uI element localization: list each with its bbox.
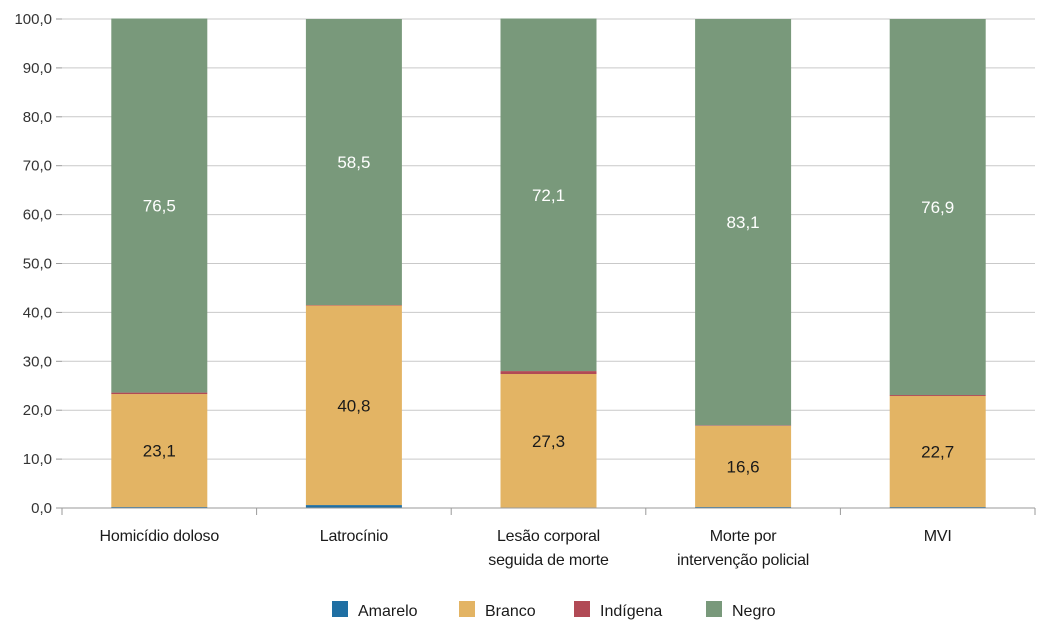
- x-category-label: Latrocínio: [320, 528, 389, 545]
- data-label: 40,8: [337, 396, 370, 415]
- bar-segment: [889, 19, 986, 396]
- y-tick-label: 70,0: [23, 158, 52, 175]
- bar-segment: [500, 374, 597, 508]
- bar-stack: 40,8 58,5: [305, 19, 402, 508]
- x-category-label: Lesão corporal: [497, 528, 600, 545]
- x-axis: Homicídio doloso Latrocínio Lesão corporal…: [61, 507, 1036, 569]
- legend: Amarelo Branco Indígena Negro: [332, 601, 776, 620]
- legend-item: Indígena: [574, 601, 662, 620]
- data-label: 83,1: [727, 213, 760, 232]
- x-category-label: intervenção policial: [677, 552, 809, 569]
- bar-segment: [111, 394, 208, 508]
- y-tick-label: 50,0: [23, 256, 52, 273]
- bar-stack: 16,6 83,1: [695, 19, 792, 508]
- bar-segment: [500, 18, 597, 372]
- y-tick-marks: [56, 18, 62, 509]
- y-tick-label: 100,0: [14, 11, 52, 28]
- data-label: 76,9: [921, 198, 954, 217]
- bars: 23,1 76,5 40,8 58,5 27,3 72,1 16,6 83,1 22,7 76,9: [111, 18, 986, 508]
- bar-segment: [305, 305, 402, 506]
- data-label: 72,1: [532, 186, 565, 205]
- bar-stack: 27,3 72,1: [500, 18, 597, 508]
- data-label: 23,1: [143, 442, 176, 461]
- y-tick-label: 90,0: [23, 60, 52, 77]
- legend-swatch: [459, 601, 475, 617]
- x-category-label: Homicídio doloso: [100, 528, 220, 545]
- bar-segment: [305, 505, 402, 508]
- bar-stack: 23,1 76,5: [111, 18, 208, 508]
- bar-segment: [111, 392, 208, 395]
- bar-segment: [111, 18, 208, 393]
- y-axis-ticks: 0,0 10,0 20,0 30,0 40,0 50,0 60,0 70,0 80,0 90,0 1…: [14, 11, 52, 517]
- legend-swatch: [706, 601, 722, 617]
- legend-swatch: [332, 601, 348, 617]
- data-label: 76,5: [143, 197, 176, 216]
- legend-label: Indígena: [600, 603, 662, 620]
- y-tick-label: 40,0: [23, 304, 52, 321]
- bar-segment: [305, 19, 402, 306]
- legend-item: Amarelo: [332, 601, 418, 620]
- y-tick-label: 80,0: [23, 109, 52, 126]
- y-tick-label: 0,0: [31, 500, 52, 517]
- legend-label: Amarelo: [358, 603, 418, 620]
- legend-item: Negro: [706, 601, 776, 620]
- x-category-label: seguida de morte: [488, 552, 609, 569]
- bar-segment: [889, 396, 986, 508]
- data-label: 16,6: [727, 457, 760, 476]
- data-label: 22,7: [921, 443, 954, 462]
- y-tick-label: 30,0: [23, 353, 52, 370]
- data-label: 58,5: [337, 153, 370, 172]
- y-tick-label: 10,0: [23, 451, 52, 468]
- bar-segment: [695, 425, 792, 508]
- legend-label: Negro: [732, 603, 776, 620]
- bar-segment: [889, 395, 986, 397]
- x-category-label: Morte por: [710, 528, 778, 545]
- legend-label: Branco: [485, 603, 536, 620]
- legend-item: Branco: [459, 601, 536, 620]
- bar-segment: [695, 19, 792, 426]
- y-tick-label: 60,0: [23, 207, 52, 224]
- bar-segment: [500, 371, 597, 375]
- x-category-label: MVI: [924, 528, 952, 545]
- bar-stack: 22,7 76,9: [889, 19, 986, 508]
- legend-swatch: [574, 601, 590, 617]
- data-label: 27,3: [532, 432, 565, 451]
- y-tick-label: 20,0: [23, 402, 52, 419]
